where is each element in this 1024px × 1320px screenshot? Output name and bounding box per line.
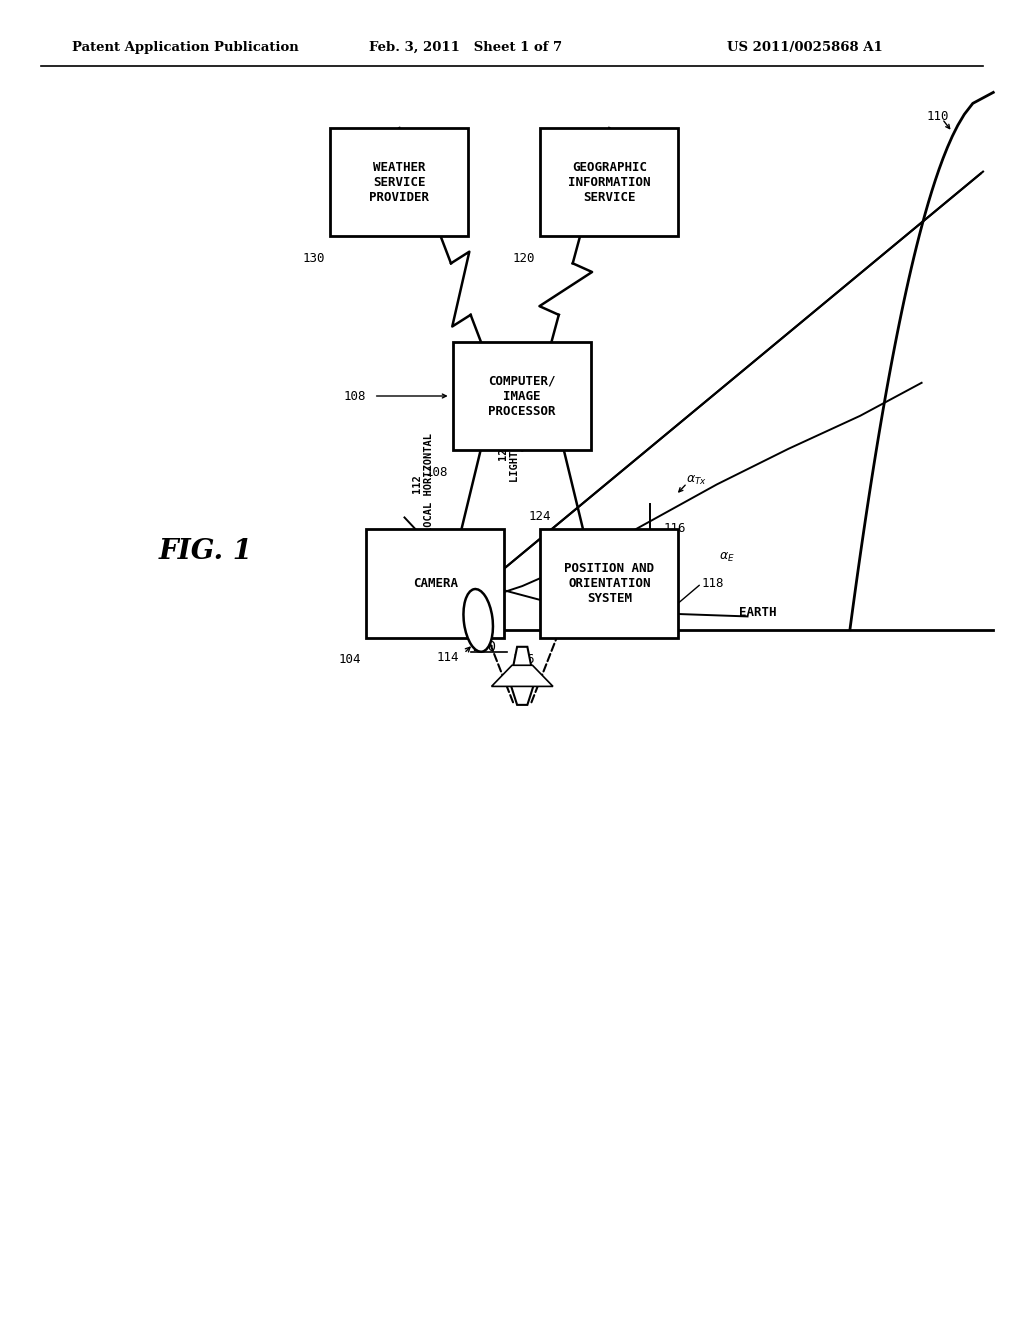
Bar — [367, 529, 504, 638]
Polygon shape — [492, 665, 553, 686]
Text: 110: 110 — [927, 110, 949, 123]
Text: Patent Application Publication: Patent Application Publication — [72, 41, 298, 54]
Text: 122
LIGHT PATH: 122 LIGHT PATH — [498, 420, 520, 482]
Bar — [453, 342, 592, 450]
Text: 102: 102 — [451, 568, 473, 581]
Text: FIG. 1: FIG. 1 — [159, 539, 253, 565]
Polygon shape — [510, 647, 535, 705]
Bar — [330, 128, 469, 236]
Text: 120: 120 — [513, 252, 535, 265]
Text: EARTH: EARTH — [739, 606, 776, 619]
Text: 104: 104 — [339, 653, 360, 667]
Text: COMPUTER/
IMAGE
PROCESSOR: COMPUTER/ IMAGE PROCESSOR — [488, 375, 556, 417]
Text: POSITION AND
ORIENTATION
SYSTEM: POSITION AND ORIENTATION SYSTEM — [564, 562, 654, 605]
Text: 108: 108 — [426, 466, 449, 479]
Text: GEOGRAPHIC
INFORMATION
SERVICE: GEOGRAPHIC INFORMATION SERVICE — [568, 161, 650, 203]
Text: 124: 124 — [528, 510, 551, 523]
Text: 112
LOCAL HORIZONTAL: 112 LOCAL HORIZONTAL — [412, 433, 434, 533]
Text: 106: 106 — [513, 653, 535, 667]
Text: 116: 116 — [664, 521, 686, 535]
Bar — [541, 128, 678, 236]
Text: WEATHER
SERVICE
PROVIDER: WEATHER SERVICE PROVIDER — [370, 161, 429, 203]
Text: 108: 108 — [343, 389, 366, 403]
Text: $\alpha_{Rx}$: $\alpha_{Rx}$ — [431, 590, 454, 603]
Text: US 2011/0025868 A1: US 2011/0025868 A1 — [727, 41, 883, 54]
Text: $\alpha_{E}$: $\alpha_{E}$ — [719, 550, 735, 564]
Text: 100: 100 — [471, 640, 497, 653]
Bar — [541, 529, 678, 638]
Text: Feb. 3, 2011   Sheet 1 of 7: Feb. 3, 2011 Sheet 1 of 7 — [369, 41, 562, 54]
Text: CAMERA: CAMERA — [413, 577, 458, 590]
Text: 118: 118 — [701, 577, 724, 590]
Text: 114: 114 — [436, 651, 459, 664]
Ellipse shape — [464, 589, 493, 652]
Text: 130: 130 — [303, 252, 326, 265]
Text: $\alpha_{Tx}$: $\alpha_{Tx}$ — [686, 474, 707, 487]
